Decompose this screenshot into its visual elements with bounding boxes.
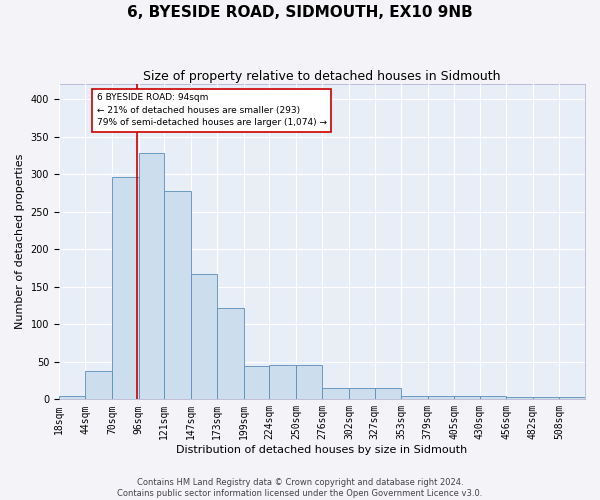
Bar	[112, 177, 139, 400]
Bar	[533, 397, 559, 400]
Text: 6, BYESIDE ROAD, SIDMOUTH, EX10 9NB: 6, BYESIDE ROAD, SIDMOUTH, EX10 9NB	[127, 5, 473, 20]
Bar	[244, 366, 269, 400]
Text: 6 BYESIDE ROAD: 94sqm
← 21% of detached houses are smaller (293)
79% of semi-det: 6 BYESIDE ROAD: 94sqm ← 21% of detached …	[97, 93, 327, 127]
Bar	[428, 396, 454, 400]
Bar	[454, 396, 480, 400]
Bar	[296, 365, 322, 400]
Bar	[191, 274, 217, 400]
Bar	[217, 308, 244, 400]
Text: Contains HM Land Registry data © Crown copyright and database right 2024.
Contai: Contains HM Land Registry data © Crown c…	[118, 478, 482, 498]
Bar	[506, 397, 533, 400]
X-axis label: Distribution of detached houses by size in Sidmouth: Distribution of detached houses by size …	[176, 445, 467, 455]
Y-axis label: Number of detached properties: Number of detached properties	[15, 154, 25, 330]
Bar	[269, 365, 296, 400]
Title: Size of property relative to detached houses in Sidmouth: Size of property relative to detached ho…	[143, 70, 501, 83]
Bar	[322, 388, 349, 400]
Bar	[480, 396, 506, 400]
Bar	[401, 396, 428, 400]
Bar	[59, 396, 85, 400]
Bar	[349, 388, 374, 400]
Bar	[374, 388, 401, 400]
Bar	[85, 371, 112, 400]
Bar	[164, 190, 191, 400]
Bar	[139, 153, 164, 400]
Bar	[559, 397, 585, 400]
